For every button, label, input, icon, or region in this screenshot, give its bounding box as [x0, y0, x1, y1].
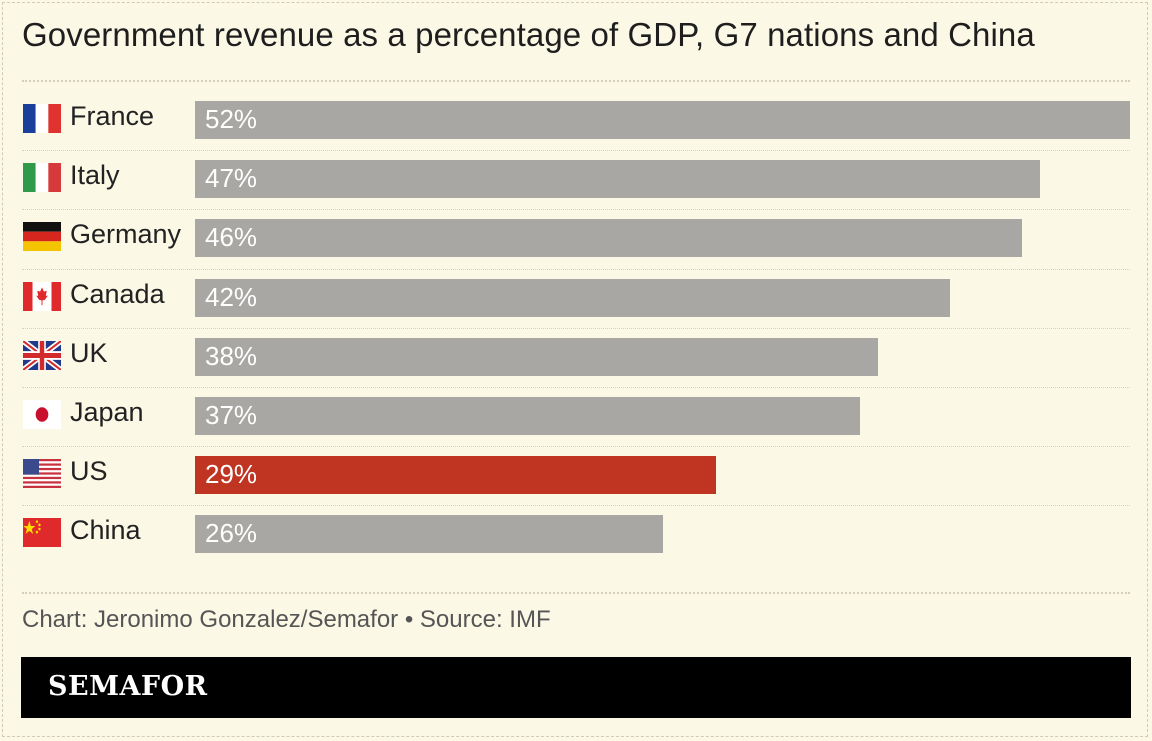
data-label: 38% — [205, 340, 258, 371]
bar-row-canada: Canada 42% — [0, 261, 1152, 320]
category-label: Canada — [70, 278, 165, 309]
row-divider — [22, 387, 1130, 388]
row-divider — [22, 446, 1130, 447]
category-label: China — [70, 515, 141, 546]
bar-row-china: China 26% — [0, 497, 1152, 556]
data-label: 29% — [205, 459, 258, 490]
row-divider — [22, 150, 1130, 151]
row-divider — [22, 328, 1130, 329]
data-label: 42% — [205, 281, 258, 312]
bar — [195, 160, 1040, 199]
italy-flag-icon — [23, 163, 61, 193]
data-label: 26% — [205, 518, 258, 549]
row-divider — [22, 505, 1130, 506]
category-label: Italy — [70, 160, 120, 191]
bar — [195, 101, 1130, 139]
bar-row-uk: UK 38% — [0, 320, 1152, 379]
data-label: 37% — [205, 400, 258, 430]
data-label: 46% — [205, 222, 258, 253]
bar-row-japan: Japan 37% — [0, 379, 1152, 438]
category-label: US — [70, 456, 108, 487]
title-divider — [22, 80, 1130, 82]
chart-credit: Chart: Jeronimo Gonzalez/Semafor • Sourc… — [22, 606, 551, 633]
chart-title: Government revenue as a percentage of GD… — [22, 16, 1035, 53]
bar — [195, 337, 878, 376]
bar — [195, 278, 950, 317]
row-divider — [22, 209, 1130, 210]
category-label: France — [70, 101, 155, 131]
canada-flag-icon — [23, 281, 61, 311]
credit-divider — [22, 592, 1130, 594]
category-label: Germany — [70, 219, 182, 250]
bar-row-france: France 52% — [0, 83, 1152, 142]
category-label: Japan — [70, 397, 144, 427]
us-flag-icon — [23, 459, 61, 489]
uk-flag-icon — [23, 340, 61, 370]
bar — [195, 515, 663, 554]
germany-flag-icon — [23, 222, 61, 252]
bar — [195, 456, 716, 495]
japan-flag-icon — [23, 400, 61, 429]
china-flag-icon — [23, 518, 61, 548]
data-label: 52% — [205, 104, 258, 134]
bar-row-germany: Germany 46% — [0, 201, 1152, 260]
bar-row-us: US 29% — [0, 438, 1152, 497]
data-label: 47% — [205, 163, 258, 194]
semafor-logo: SEMAFOR — [48, 671, 208, 702]
footer-bar: SEMAFOR — [21, 657, 1131, 718]
bar-row-italy: Italy 47% — [0, 142, 1152, 201]
bar — [195, 397, 860, 435]
category-label: UK — [70, 337, 108, 368]
bar — [195, 219, 1022, 258]
france-flag-icon — [23, 104, 61, 133]
row-divider — [22, 269, 1130, 270]
